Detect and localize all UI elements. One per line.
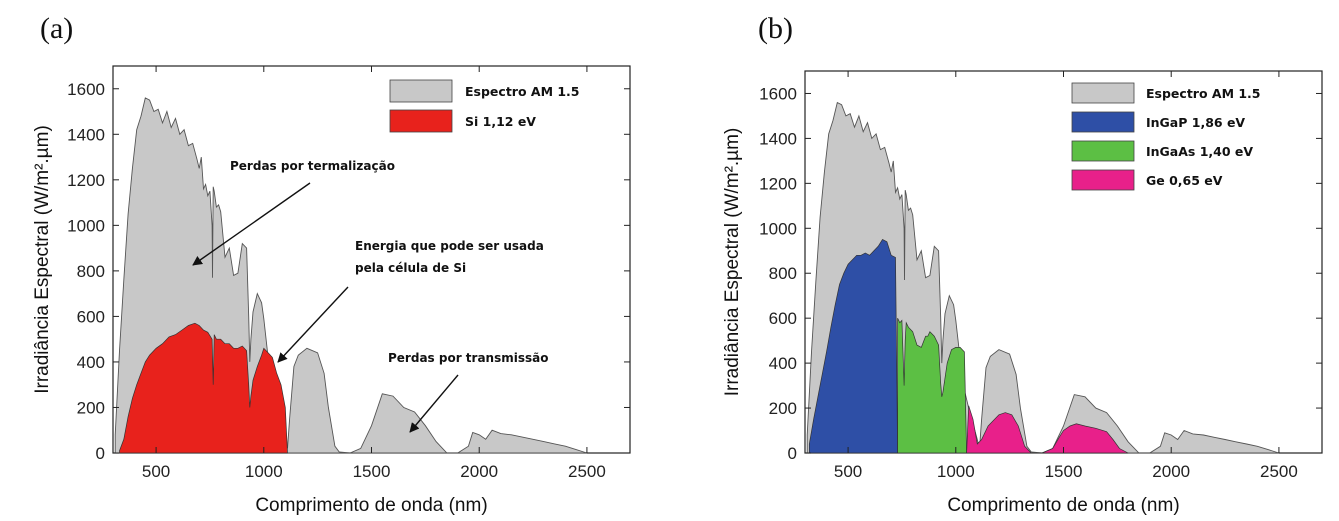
annotation-arrow (277, 286, 349, 363)
panel-b: (b) 0 200 400 600 800 1000 1200 1400 1600 500 1000 1… (722, 12, 1323, 516)
x-tick-label: 1000 (937, 462, 975, 481)
legend-swatch (1071, 140, 1135, 162)
y-tick-label: 400 (769, 354, 797, 373)
y-tick-label: 0 (788, 444, 797, 463)
x-tick-label: 2000 (460, 462, 498, 481)
series-area-ingaas-1-40-ev (897, 318, 967, 454)
legend-swatch (389, 79, 453, 103)
y-tick-label: 1400 (67, 125, 105, 144)
series-area-ge-0-65-ev (966, 405, 1129, 454)
y-tick-label: 200 (77, 398, 105, 417)
legend-swatch (1071, 111, 1135, 133)
annotation-text: pela célula de Si (355, 261, 466, 275)
annotation-text: Energia que pode ser usada (355, 239, 544, 253)
y-tick-label: 1200 (759, 174, 797, 193)
annotation-arrow (192, 182, 311, 266)
x-tick-label: 1500 (1045, 462, 1083, 481)
y-tick-label: 600 (77, 307, 105, 326)
legend-label: Espectro AM 1.5 (465, 84, 580, 99)
y-tick-label: 1400 (759, 129, 797, 148)
y-tick-label: 0 (96, 444, 105, 463)
legend-swatch (1071, 82, 1135, 104)
panel-letter-a: (a) (40, 12, 73, 45)
legend-label: Ge 0,65 eV (1146, 173, 1223, 188)
legend-label: InGaP 1,86 eV (1146, 115, 1245, 130)
x-tick-label: 1000 (245, 462, 283, 481)
y-tick-label: 800 (77, 262, 105, 281)
annotation-arrow (409, 374, 459, 433)
annotation-text: Perdas por termalização (230, 159, 395, 173)
y-tick-label: 600 (769, 309, 797, 328)
series-area-ingap-1-86-ev (808, 239, 898, 454)
x-tick-label: 1500 (353, 462, 391, 481)
x-axis-title: Comprimento de onda (nm) (255, 495, 487, 516)
series-area-si-1-12-ev (119, 322, 288, 454)
y-tick-label: 200 (769, 399, 797, 418)
y-tick-label: 1000 (759, 219, 797, 238)
annotation-text: Perdas por transmissão (388, 351, 548, 365)
x-tick-label: 2000 (1152, 462, 1190, 481)
y-tick-label: 400 (77, 353, 105, 372)
x-tick-label: 500 (834, 462, 862, 481)
y-axis-title: Irradiância Espectral (W/m².µm) (32, 125, 53, 394)
legend-swatch (1071, 169, 1135, 191)
y-tick-label: 1600 (759, 84, 797, 103)
x-tick-label: 2500 (1260, 462, 1298, 481)
legend-label: InGaAs 1,40 eV (1146, 144, 1253, 159)
y-tick-label: 1000 (67, 216, 105, 235)
x-axis-title: Comprimento de onda (nm) (947, 495, 1179, 516)
x-tick-label: 500 (142, 462, 170, 481)
panel-letter-b: (b) (758, 12, 793, 45)
y-tick-label: 1600 (67, 80, 105, 99)
x-tick-label: 2500 (568, 462, 606, 481)
y-axis-title: Irradiância Espectral (W/m².µm) (722, 128, 743, 397)
legend-swatch (389, 109, 453, 133)
y-tick-label: 800 (769, 264, 797, 283)
legend-label: Si 1,12 eV (465, 114, 536, 129)
legend-label: Espectro AM 1.5 (1146, 86, 1261, 101)
y-tick-label: 1200 (67, 171, 105, 190)
panel-a: (a) 0 200 400 600 800 1000 1200 1400 1600 500 1000 1… (32, 12, 631, 516)
